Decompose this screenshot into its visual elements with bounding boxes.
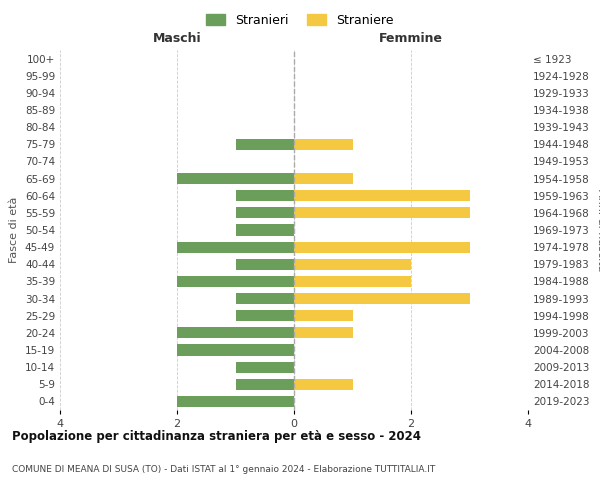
Bar [177,242,294,252]
Bar [294,173,353,184]
Y-axis label: Anni di nascita: Anni di nascita [596,188,600,271]
Bar [177,173,294,184]
Bar [177,396,294,407]
Bar [177,276,294,287]
Bar [294,208,470,218]
Bar [177,328,294,338]
Bar [235,138,294,150]
Text: Femmine: Femmine [379,32,443,45]
Bar [235,224,294,235]
Text: Popolazione per cittadinanza straniera per età e sesso - 2024: Popolazione per cittadinanza straniera p… [12,430,421,443]
Bar [294,190,470,202]
Y-axis label: Fasce di età: Fasce di età [10,197,19,263]
Text: COMUNE DI MEANA DI SUSA (TO) - Dati ISTAT al 1° gennaio 2024 - Elaborazione TUTT: COMUNE DI MEANA DI SUSA (TO) - Dati ISTA… [12,465,435,474]
Bar [235,190,294,202]
Bar [294,328,353,338]
Bar [235,293,294,304]
Bar [294,310,353,322]
Bar [235,378,294,390]
Bar [235,258,294,270]
Bar [294,138,353,150]
Bar [294,276,411,287]
Bar [235,208,294,218]
Text: Maschi: Maschi [152,32,202,45]
Legend: Stranieri, Straniere: Stranieri, Straniere [202,8,398,32]
Bar [294,378,353,390]
Bar [235,310,294,322]
Bar [235,362,294,372]
Bar [294,258,411,270]
Bar [294,242,470,252]
Bar [177,344,294,356]
Bar [294,293,470,304]
